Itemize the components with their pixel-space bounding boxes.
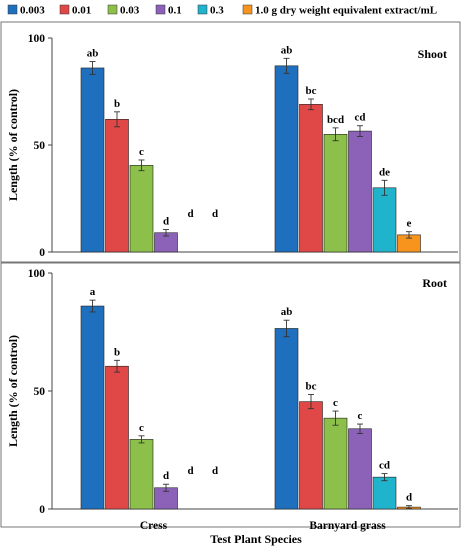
panel-frame — [0, 262, 461, 528]
significance-label: c — [139, 422, 144, 434]
significance-label: cd — [379, 460, 390, 472]
bar-barnyard-grass-0-3 — [372, 476, 397, 510]
bar-barnyard-grass-0-03 — [323, 134, 348, 253]
significance-label: bcd — [327, 114, 344, 126]
significance-label: ab — [87, 48, 99, 60]
y-tick-label: 100 — [28, 33, 46, 45]
y-tick-label: 50 — [34, 140, 46, 152]
y-tick-label: 50 — [34, 386, 46, 398]
category-label-cress: Cress — [140, 520, 168, 532]
bar-barnyard-grass-0-1 — [348, 428, 372, 510]
legend-label-0-1: 0.1 — [168, 5, 182, 17]
significance-label: cd — [355, 112, 366, 124]
significance-label: c — [358, 410, 363, 422]
panel-frame — [0, 21, 461, 263]
legend-label-0-01: 0.01 — [72, 5, 91, 17]
legend: 0.003 0.01 0.03 0.1 0.3 1.0 g dry weight equi… — [7, 4, 437, 17]
y-tick-label: 100 — [28, 268, 46, 280]
bar-barnyard-grass-0-03 — [323, 417, 348, 510]
y-axis-title: Length (% of control) — [6, 335, 20, 447]
bar-cress-0-003 — [80, 67, 105, 253]
significance-label: d — [163, 216, 169, 228]
bar-cress-0-03 — [129, 439, 154, 510]
significance-label: bc — [306, 85, 317, 97]
significance-label: d — [163, 470, 169, 482]
significance-label: c — [333, 397, 338, 409]
panel-title-shoot: Shoot — [418, 47, 447, 61]
significance-label: b — [114, 98, 120, 110]
significance-label: d — [406, 492, 412, 504]
y-axis-title: Length (% of control) — [6, 89, 20, 201]
significance-label: e — [407, 218, 412, 230]
y-tick-label: 0 — [39, 504, 45, 516]
bar-barnyard-grass-0-1 — [348, 130, 372, 253]
bar-barnyard-grass-0-003 — [274, 65, 299, 253]
significance-label: d — [187, 208, 193, 220]
significance-label: ab — [281, 306, 293, 318]
bar-barnyard-grass-0-003 — [274, 328, 299, 510]
significance-label: d — [212, 465, 218, 477]
x-axis-title: Test Plant Species — [210, 532, 302, 546]
panel-title-root: Root — [422, 276, 447, 290]
legend-swatch-0-003 — [7, 4, 18, 15]
bar-barnyard-grass-0-3 — [372, 187, 397, 253]
bar-cress-0-003 — [80, 305, 105, 510]
legend-label-1-0-g-dry-weight-equivalent-extract-ml: 1.0 g dry weight equivalent extract/mL — [255, 5, 437, 17]
significance-label: de — [379, 166, 390, 178]
significance-label: a — [90, 286, 96, 298]
significance-label: bc — [306, 381, 317, 393]
y-tick-label: 0 — [39, 247, 45, 259]
significance-label: d — [187, 465, 193, 477]
legend-swatch-0-1 — [155, 4, 166, 15]
legend-label-0-03: 0.03 — [120, 5, 140, 17]
bar-cress-0-01 — [105, 119, 129, 253]
bar-cress-0-01 — [105, 365, 129, 510]
significance-label: c — [139, 146, 144, 158]
bar-cress-0-03 — [129, 165, 154, 253]
legend-swatch-0-3 — [197, 4, 208, 15]
significance-label: b — [114, 346, 120, 358]
category-label-barnyard-grass: Barnyard grass — [309, 520, 386, 532]
legend-swatch-0-03 — [107, 4, 118, 15]
legend-swatch-0-01 — [59, 4, 70, 15]
legend-label-0-003: 0.003 — [20, 5, 45, 17]
legend-label-0-3: 0.3 — [210, 5, 224, 17]
bar-barnyard-grass-0-01 — [299, 104, 323, 253]
bar-barnyard-grass-0-01 — [299, 401, 323, 510]
significance-label: ab — [281, 44, 293, 56]
legend-swatch-1-0-g-dry-weight-equivalent-extract-ml — [242, 4, 253, 15]
significance-label: d — [212, 208, 218, 220]
